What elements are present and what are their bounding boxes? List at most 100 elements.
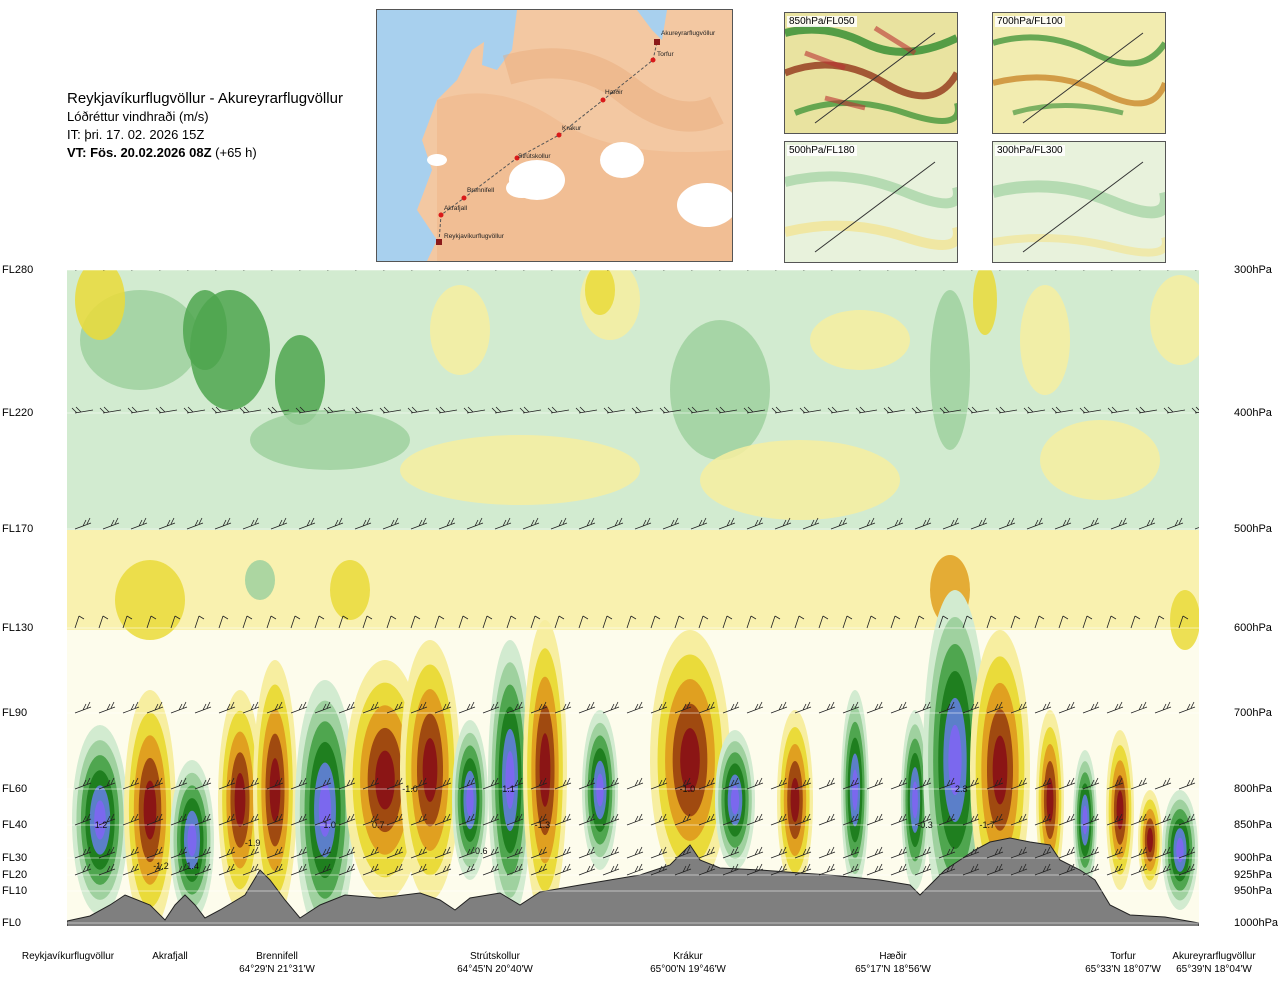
downdraft-cell [1106, 730, 1134, 890]
route-title: Reykjavíkurflugvöllur - Akureyrarflugvöl… [67, 90, 343, 107]
updraft-cell [901, 710, 929, 890]
location-coord: 64°29'N 21°31'W [239, 964, 315, 975]
location-coord: 65°33'N 18°07'W [1085, 964, 1161, 975]
pressure-level-label: 400hPa [1234, 407, 1272, 419]
pressure-level-label: 925hPa [1234, 869, 1272, 881]
flight-level-label: FL280 [2, 264, 34, 276]
field-blob [973, 270, 997, 335]
valid-time-line: VT: Fös. 20.02.2026 08Z (+65 h) [67, 144, 343, 162]
extremum-label: -1.3 [535, 820, 551, 830]
updraft-cell [582, 710, 618, 870]
extremum-label: 0.6 [475, 846, 488, 856]
location-name: Torfur [1110, 951, 1136, 962]
updraft-cell [715, 730, 755, 870]
pressure-level-label: 700hPa [1234, 707, 1272, 719]
extremum-label: -1.0 [402, 784, 418, 794]
flight-level-label: FL220 [2, 407, 34, 419]
location-label: Hæðir 65°17'N 18°56'W [855, 950, 931, 976]
flight-level-label: FL60 [2, 783, 28, 795]
wind-barb-row [74, 777, 1196, 790]
updraft-cell [923, 590, 987, 926]
location-name: Krákur [673, 951, 703, 962]
field-blob [250, 410, 410, 470]
map-label-akureyri: Akureyrarflugvöllur [661, 30, 716, 37]
field-blob [275, 335, 325, 425]
updraft-cell [72, 725, 128, 915]
extremum-label: 0.7 [372, 820, 385, 830]
wind-barb-row [74, 701, 1196, 714]
location-label: Brennifell 64°29'N 21°31'W [239, 950, 315, 976]
location-label: Akureyrarflugvöllur 65°39'N 18°04'W [1172, 950, 1255, 976]
field-blob [1150, 275, 1199, 365]
level-map-850: 850hPa/FL050 [784, 12, 958, 134]
location-coord: 65°39'N 18°04'W [1176, 964, 1252, 975]
downdraft-cell [523, 620, 567, 920]
flight-level-label: FL170 [2, 523, 34, 535]
flight-level-label: FL30 [2, 852, 28, 864]
flight-level-label: FL10 [2, 885, 28, 897]
map-label-akrafjall: Akrafjall [444, 205, 468, 212]
level-map-500: 500hPa/FL180 [784, 141, 958, 263]
wind-barb-row [71, 406, 1199, 414]
wind-barb-row [74, 846, 1196, 859]
lead-time: (+65 h) [215, 145, 257, 160]
downdraft-cell [650, 630, 730, 890]
level-map-300-label: 300hPa/FL300 [995, 145, 1065, 156]
flight-level-label: FL0 [2, 917, 21, 929]
extremum-label: -0.3 [917, 820, 933, 830]
route-map: Akureyrarflugvöllur Torfur Hæðir Krákur … [376, 9, 733, 262]
updraft-cell [452, 720, 488, 880]
field-blob [330, 560, 370, 620]
wind-barb-row [74, 863, 1196, 876]
location-coord: 64°45'N 20°40'W [457, 964, 533, 975]
location-name: Strútskollur [469, 951, 520, 962]
level-map-500-svg [785, 142, 957, 262]
location-label: Torfur 65°33'N 18°07'W [1085, 950, 1161, 976]
downdraft-cell [253, 660, 297, 920]
cross-section-plot: 1.2 -1.2 1.4 -1.9 1.0 0.7 -1.0 0.6 1.1 -1.3 -1.0 -0… [67, 270, 1199, 926]
extremum-label: 2.3 [955, 784, 968, 794]
map-label-haedir: Hæðir [605, 88, 624, 96]
location-name: Akrafjall [152, 951, 188, 962]
extremum-label: -1.7 [980, 820, 996, 830]
field-blob [700, 440, 900, 520]
updraft-cell [488, 640, 532, 920]
pressure-level-label: 850hPa [1234, 819, 1272, 831]
field-blob [1020, 285, 1070, 395]
location-coord: 65°00'N 19°46'W [650, 964, 726, 975]
flight-level-label: FL20 [2, 869, 28, 881]
downdraft-cell [400, 640, 460, 900]
mid-yellow-band [67, 530, 1199, 630]
updraft-cell [1073, 750, 1097, 890]
field-blob [115, 560, 185, 640]
extremum-label: 1.2 [95, 820, 108, 830]
downdraft-cell [777, 710, 813, 890]
extremum-label: 1.4 [186, 861, 199, 871]
field-blob [75, 270, 125, 340]
field-blob [930, 290, 970, 450]
pressure-level-label: 1000hPa [1234, 917, 1279, 929]
map-label-torfur: Torfur [657, 51, 674, 58]
location-label: Akrafjall [152, 950, 188, 963]
level-map-850-svg [785, 13, 957, 133]
location-label: Strútskollur 64°45'N 20°40'W [457, 950, 533, 976]
downdraft-cell [124, 690, 176, 926]
wind-barb-row [74, 615, 1189, 629]
extremum-label: -1.0 [680, 784, 696, 794]
flight-level-label: FL130 [2, 622, 34, 634]
location-name: Reykjavíkurflugvöllur [21, 951, 115, 962]
map-label-krakur: Krákur [562, 125, 582, 132]
location-name: Brennifell [256, 951, 298, 962]
extremum-label: -1.9 [245, 838, 261, 848]
level-map-700-svg [993, 13, 1165, 133]
level-map-300-svg [993, 142, 1165, 262]
map-label-reykjavik: Reykjavíkurflugvöllur [444, 233, 505, 240]
field-blob [1040, 420, 1160, 500]
wind-barb-row [75, 270, 1198, 271]
parameter-label: Lóðréttur vindhraði (m/s) [67, 109, 209, 124]
level-map-700: 700hPa/FL100 [992, 12, 1166, 134]
field-blob [183, 290, 227, 370]
extremum-label: -1.2 [153, 861, 169, 871]
field-blob [585, 270, 615, 315]
